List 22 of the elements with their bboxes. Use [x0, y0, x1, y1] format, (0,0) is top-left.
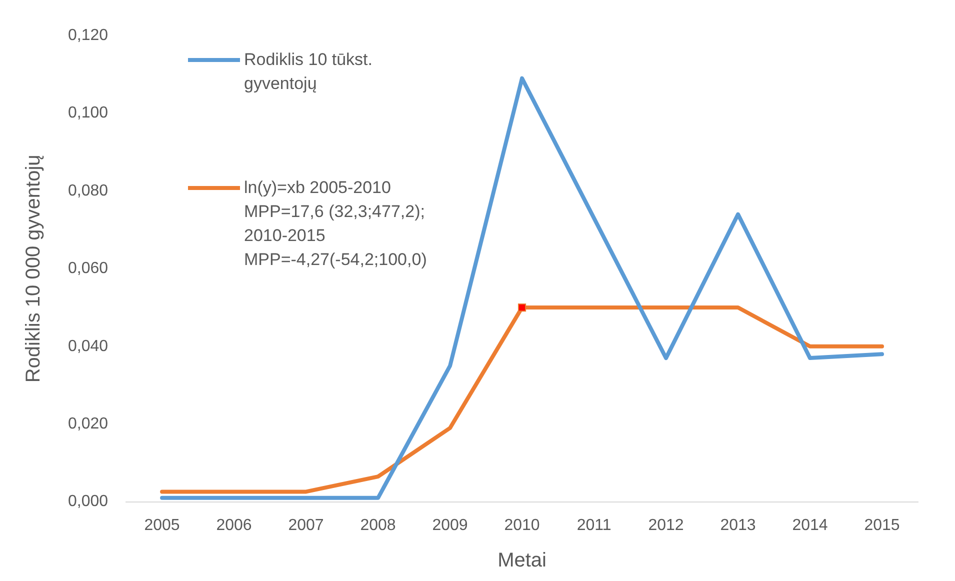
- x-tick-label: 2011: [576, 516, 612, 534]
- x-tick-label: 2007: [288, 516, 324, 534]
- x-tick-label: 2005: [144, 516, 180, 534]
- x-tick-label: 2012: [648, 516, 684, 534]
- y-tick-label: 0,040: [68, 338, 108, 355]
- legend-label: ln(y)=xb 2005-2010 MPP=17,6 (32,3;477,2); 2010-2015 MPP=-4,27(-54,2;100,0): [244, 177, 428, 271]
- x-tick-label: 2015: [864, 516, 900, 534]
- y-tick-label: 0,020: [68, 416, 108, 433]
- legend-label: Rodiklis 10 tūkst. gyventojų: [244, 49, 374, 95]
- x-tick-label: 2013: [720, 516, 756, 534]
- x-tick-label: 2010: [504, 516, 540, 534]
- y-tick-label: 0,120: [68, 27, 108, 44]
- x-tick-label: 2008: [360, 516, 396, 534]
- y-tick-label: 0,100: [68, 104, 108, 122]
- x-tick-label: 2006: [216, 516, 252, 534]
- x-tick-label: 2009: [432, 516, 468, 534]
- y-tick-label: 0,000: [68, 493, 108, 510]
- y-tick-label: 0,060: [68, 260, 108, 278]
- x-axis-title: Metai: [498, 550, 546, 572]
- y-axis-title: Rodiklis 10 000 gyventojų: [22, 154, 45, 383]
- x-tick-label: 2014: [792, 516, 828, 534]
- y-tick-label: 0,080: [68, 182, 108, 200]
